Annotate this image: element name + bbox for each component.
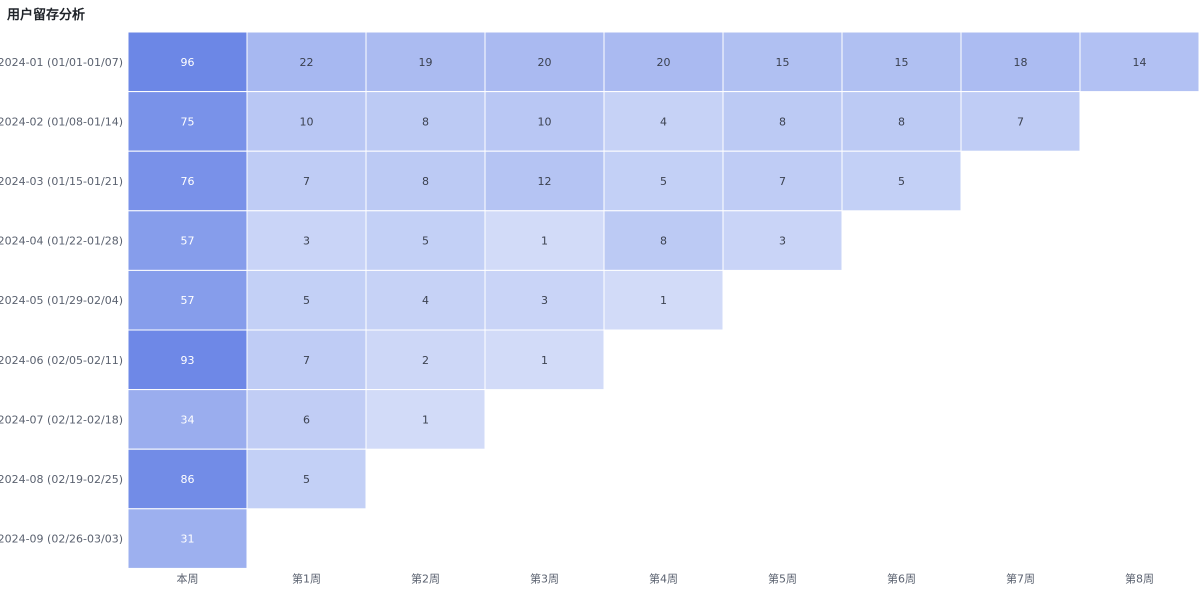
cell-value-label: 3 bbox=[541, 294, 548, 307]
row-label: 2024-04 (01/22-01/28) bbox=[0, 235, 123, 248]
cell-value-label: 15 bbox=[895, 56, 909, 69]
cell-value-label: 8 bbox=[660, 235, 667, 248]
row-label: 2024-09 (02/26-03/03) bbox=[0, 533, 123, 546]
heatmap-cell bbox=[722, 210, 843, 271]
cell-value-label: 8 bbox=[422, 175, 429, 188]
heatmap-cell bbox=[722, 31, 843, 93]
cell-value-label: 6 bbox=[303, 413, 310, 426]
row-label: 2024-06 (02/05-02/11) bbox=[0, 354, 123, 367]
cell-value-label: 5 bbox=[660, 175, 667, 188]
cell-value-label: 31 bbox=[181, 533, 195, 546]
cell-value-label: 20 bbox=[538, 56, 552, 69]
cell-value-label: 7 bbox=[779, 175, 786, 188]
heatmap-cell bbox=[246, 269, 367, 331]
heatmap-cell bbox=[960, 31, 1081, 93]
cell-value-label: 15 bbox=[776, 56, 790, 69]
cell-value-label: 8 bbox=[779, 115, 786, 128]
row-label: 2024-01 (01/01-01/07) bbox=[0, 56, 123, 69]
column-label: 第7周 bbox=[1006, 571, 1035, 585]
row-label: 2024-07 (02/12-02/18) bbox=[0, 413, 123, 426]
cell-value-label: 7 bbox=[303, 354, 310, 367]
heatmap-cell bbox=[246, 91, 367, 152]
cell-value-label: 20 bbox=[657, 56, 671, 69]
cell-value-label: 5 bbox=[422, 235, 429, 248]
cell-value-label: 34 bbox=[181, 413, 195, 426]
cell-value-label: 3 bbox=[303, 235, 310, 248]
cell-value-label: 1 bbox=[660, 294, 667, 307]
heatmap-cell bbox=[603, 269, 724, 331]
heatmap-cell bbox=[365, 210, 486, 271]
heatmap-cell bbox=[722, 91, 843, 152]
cell-value-label: 5 bbox=[303, 294, 310, 307]
cell-value-label: 93 bbox=[181, 354, 195, 367]
cell-value-label: 10 bbox=[538, 115, 552, 128]
column-label: 第8周 bbox=[1125, 571, 1154, 585]
column-label: 本周 bbox=[177, 571, 199, 585]
cell-value-label: 76 bbox=[181, 175, 195, 188]
row-label: 2024-02 (01/08-01/14) bbox=[0, 115, 123, 128]
heatmap-cell bbox=[603, 91, 724, 152]
heatmap-cell bbox=[127, 448, 248, 510]
column-label: 第3周 bbox=[530, 571, 559, 585]
heatmap-cell bbox=[603, 210, 724, 271]
cell-value-label: 57 bbox=[181, 294, 195, 307]
cell-value-label: 4 bbox=[422, 294, 429, 307]
heatmap-cell bbox=[603, 150, 724, 212]
cell-value-label: 10 bbox=[300, 115, 314, 128]
cell-value-label: 19 bbox=[419, 56, 433, 69]
column-label: 第1周 bbox=[292, 571, 321, 585]
heatmap-cell bbox=[484, 329, 605, 391]
heatmap-cell bbox=[1079, 31, 1200, 93]
heatmap-cell bbox=[127, 210, 248, 271]
cell-value-label: 8 bbox=[422, 115, 429, 128]
row-label: 2024-03 (01/15-01/21) bbox=[0, 175, 123, 188]
heatmap-cell bbox=[960, 91, 1081, 152]
heatmap-cell bbox=[841, 31, 962, 93]
column-label: 第5周 bbox=[768, 571, 797, 585]
cell-value-label: 12 bbox=[538, 175, 552, 188]
heatmap-cell bbox=[365, 329, 486, 391]
cell-value-label: 8 bbox=[898, 115, 905, 128]
cell-value-label: 18 bbox=[1014, 56, 1028, 69]
cell-value-label: 1 bbox=[541, 354, 548, 367]
heatmap-cell bbox=[246, 389, 367, 450]
heatmap-cell bbox=[484, 269, 605, 331]
heatmap-cell bbox=[365, 269, 486, 331]
column-label: 第6周 bbox=[887, 571, 916, 585]
heatmap-cell bbox=[365, 389, 486, 450]
cell-value-label: 14 bbox=[1133, 56, 1147, 69]
heatmap-cell bbox=[127, 329, 248, 391]
cell-value-label: 5 bbox=[898, 175, 905, 188]
cell-value-label: 75 bbox=[181, 115, 195, 128]
cell-value-label: 86 bbox=[181, 473, 195, 486]
cell-value-label: 57 bbox=[181, 235, 195, 248]
cell-value-label: 3 bbox=[779, 235, 786, 248]
heatmap-cell bbox=[127, 150, 248, 212]
heatmap-cell bbox=[246, 150, 367, 212]
heatmap-cell bbox=[484, 91, 605, 152]
column-label: 第4周 bbox=[649, 571, 678, 585]
cell-value-label: 4 bbox=[660, 115, 667, 128]
cell-value-label: 1 bbox=[422, 413, 429, 426]
heatmap-cell bbox=[246, 329, 367, 391]
heatmap-cell bbox=[841, 150, 962, 212]
cell-value-label: 7 bbox=[303, 175, 310, 188]
heatmap-cell bbox=[603, 31, 724, 93]
heatmap-cell bbox=[365, 91, 486, 152]
chart-title: 用户留存分析 bbox=[7, 8, 86, 23]
column-label: 第2周 bbox=[411, 571, 440, 585]
cell-value-label: 5 bbox=[303, 473, 310, 486]
heatmap-cell bbox=[127, 508, 248, 569]
cell-value-label: 1 bbox=[541, 235, 548, 248]
heatmap-cell bbox=[246, 448, 367, 510]
row-label: 2024-05 (01/29-02/04) bbox=[0, 294, 123, 307]
cell-value-label: 7 bbox=[1017, 115, 1024, 128]
cell-value-label: 2 bbox=[422, 354, 429, 367]
row-label: 2024-08 (02/19-02/25) bbox=[0, 473, 123, 486]
cell-value-label: 96 bbox=[181, 56, 195, 69]
heatmap-cell bbox=[127, 269, 248, 331]
cell-value-label: 22 bbox=[300, 56, 314, 69]
heatmap-cell bbox=[484, 210, 605, 271]
